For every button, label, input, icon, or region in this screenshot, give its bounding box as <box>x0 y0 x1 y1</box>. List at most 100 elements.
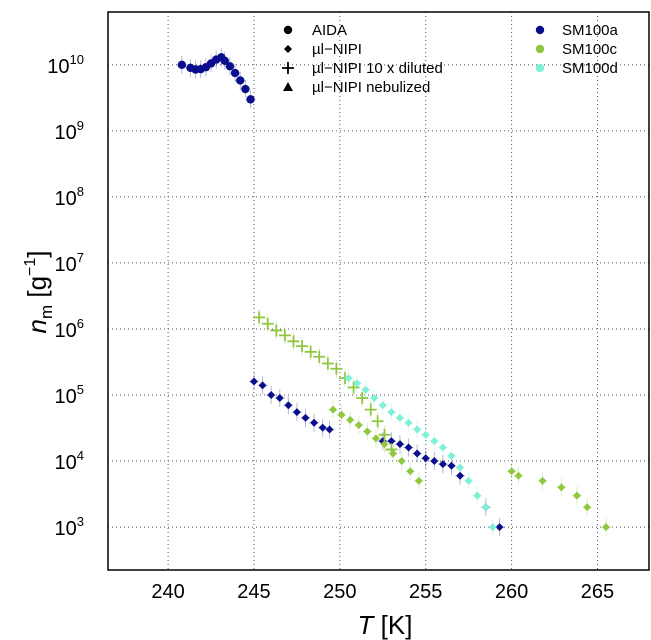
data-point <box>270 324 283 337</box>
data-point <box>337 410 346 419</box>
y-tick-label: 107 <box>55 250 84 276</box>
data-point <box>583 503 592 512</box>
data-point <box>304 345 317 358</box>
x-axis-label: T [K] <box>358 610 413 640</box>
data-point <box>313 350 326 363</box>
x-tick-label: 265 <box>581 581 614 603</box>
data-points <box>177 53 611 532</box>
x-tick-label: 250 <box>323 581 356 603</box>
data-point <box>447 461 456 470</box>
data-point <box>241 84 250 94</box>
data-point <box>246 95 255 104</box>
y-tick-label: 109 <box>55 118 84 144</box>
data-point <box>447 451 456 460</box>
data-point <box>421 454 430 463</box>
data-point <box>370 394 379 403</box>
data-point <box>378 401 387 410</box>
data-point <box>249 377 258 386</box>
data-point <box>354 421 363 430</box>
legend-label: AIDA <box>312 22 347 39</box>
legend-swatch <box>535 63 545 73</box>
y-tick-label: 1010 <box>47 52 84 78</box>
data-point <box>395 413 404 422</box>
x-axis-var: T <box>358 610 376 640</box>
data-point <box>325 425 334 434</box>
data-point <box>514 471 523 480</box>
y-tick-label: 104 <box>55 448 84 474</box>
y-tick-label: 108 <box>55 184 84 210</box>
legend-marker-plus <box>282 62 294 74</box>
data-point <box>363 427 372 436</box>
data-point <box>404 443 413 452</box>
data-point <box>538 476 547 485</box>
data-point <box>414 476 423 485</box>
legend-label: µl−NIPI nebulized <box>312 79 430 96</box>
svg-text:nm [g−1]: nm [g−1] <box>22 250 56 333</box>
data-point <box>430 457 439 466</box>
legend-label: SM100d <box>562 60 618 77</box>
legend-marker-circle <box>283 25 293 35</box>
legend-marker-diamond <box>284 45 292 53</box>
data-point <box>275 394 284 403</box>
data-point <box>495 523 504 532</box>
data-point <box>292 408 301 417</box>
legend-label: µl−NIPI 10 x diluted <box>312 60 443 77</box>
x-tick-label: 255 <box>409 581 442 603</box>
data-point <box>464 476 473 485</box>
data-point <box>389 449 398 458</box>
data-point <box>284 401 293 410</box>
y-axis-var: n <box>22 319 52 333</box>
data-point <box>507 467 516 476</box>
legend: AIDA µl−NIPI µl−NIPI 10 x diluted µl−NIPI n… <box>282 22 619 96</box>
x-tick-labels: 240 245 250 255 260 265 <box>151 581 614 603</box>
data-point <box>261 317 274 330</box>
data-point <box>438 460 447 469</box>
data-point <box>413 449 422 458</box>
data-point <box>421 430 430 439</box>
data-point <box>371 415 384 428</box>
data-point <box>387 437 396 446</box>
y-axis-unit-close: ] <box>22 250 52 257</box>
y-tick-labels: 103 104 105 106 107 108 109 1010 <box>47 52 84 540</box>
y-axis-sub: m <box>37 305 56 319</box>
data-point <box>364 403 377 416</box>
y-axis-unit-open: [g <box>22 276 52 298</box>
data-point <box>356 392 369 405</box>
data-point <box>413 425 422 434</box>
data-point <box>328 405 337 414</box>
data-point <box>267 391 276 400</box>
x-tick-label: 245 <box>237 581 270 603</box>
data-point <box>387 408 396 417</box>
data-point <box>318 423 327 432</box>
data-point <box>481 503 490 512</box>
data-point <box>230 68 240 78</box>
data-point <box>258 381 267 390</box>
data-point <box>321 357 334 370</box>
data-point <box>287 335 300 348</box>
plot-frame <box>107 11 650 571</box>
data-point <box>438 443 447 452</box>
data-point <box>371 434 380 443</box>
data-point <box>473 491 482 500</box>
data-point <box>602 523 611 532</box>
data-point <box>177 60 187 70</box>
data-point <box>225 62 235 71</box>
data-point <box>253 311 266 324</box>
data-point <box>361 385 370 394</box>
data-point <box>346 415 355 424</box>
data-point <box>301 413 310 422</box>
data-point <box>395 440 404 449</box>
data-point <box>456 471 465 480</box>
data-point <box>310 418 319 427</box>
data-point <box>404 418 413 427</box>
legend-marker-triangle <box>283 82 293 91</box>
data-point <box>572 491 581 500</box>
data-point <box>344 374 353 383</box>
legend-swatch <box>535 44 545 54</box>
x-tick-label: 260 <box>495 581 528 603</box>
grid <box>108 12 649 570</box>
data-point <box>380 440 389 449</box>
legend-label: SM100a <box>562 22 619 39</box>
